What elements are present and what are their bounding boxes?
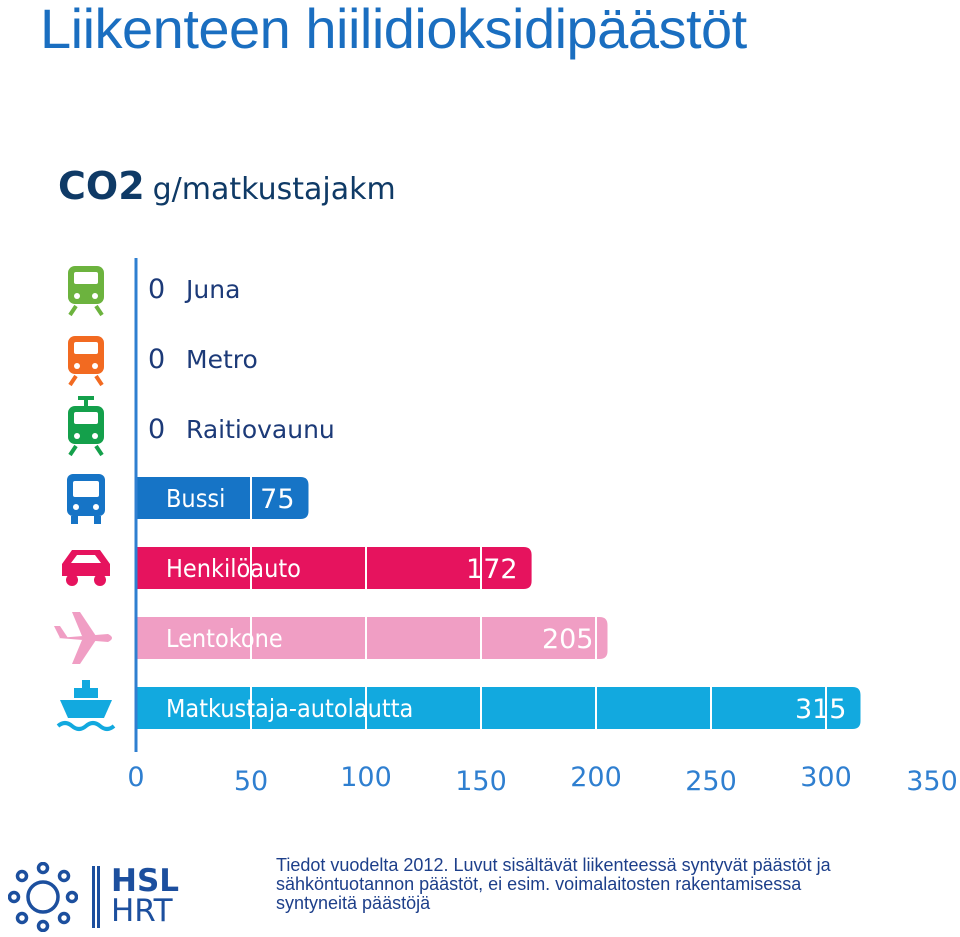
- bar-value-label: 172: [466, 554, 518, 585]
- bar-category-label: Lentokone: [166, 624, 283, 653]
- x-tick-label: 200: [570, 762, 622, 793]
- bar-value-label: 0: [148, 414, 165, 445]
- bar-value-label: 0: [148, 274, 165, 305]
- bar: [136, 687, 861, 729]
- tram-icon: [68, 396, 104, 457]
- hsl-logo-icon: [8, 862, 78, 932]
- bar: [136, 547, 532, 589]
- bar-value-label: 205: [542, 624, 594, 655]
- x-tick-label: 50: [234, 766, 268, 797]
- x-tick-label: 300: [800, 762, 852, 793]
- x-tick-label: 100: [340, 762, 392, 793]
- chart-subtitle: CO2 g/matkustajakm: [58, 164, 396, 208]
- bar-group: Bussi 75: [136, 477, 309, 519]
- bar-group: Henkilöauto 172: [136, 547, 532, 589]
- logo-hrt: HRT: [111, 893, 173, 929]
- bars-layer: 0 Juna 0 Metro 0 Raitiovaunu Bussi 75 Henkilöaut…: [136, 274, 861, 729]
- bar: [136, 477, 309, 519]
- car-icon: [62, 550, 110, 586]
- ferry-icon: [56, 680, 116, 731]
- x-tick-label: 350: [906, 766, 958, 797]
- subtitle-co2: CO2: [58, 164, 145, 208]
- x-tick-label: 150: [455, 766, 507, 797]
- x-tick-label: 0: [127, 762, 144, 793]
- bar-category-label: Matkustaja-autolautta: [166, 694, 413, 723]
- bar-category-label: Juna: [184, 275, 240, 304]
- bar-value-label: 0: [148, 344, 165, 375]
- train-icon: [68, 266, 104, 317]
- logo-hsl: HSL: [111, 863, 180, 899]
- page-title: Liikenteen hiilidioksidipäästöt: [40, 0, 747, 60]
- bar-chart: 0 Juna 0 Metro 0 Raitiovaunu Bussi 75 Henkilöaut…: [54, 258, 958, 797]
- footnote: Tiedot vuodelta 2012. Luvut sisältävät l…: [276, 855, 831, 913]
- bar-value-label: 315: [795, 694, 847, 725]
- icons-layer: [54, 266, 116, 731]
- x-tick-label: 250: [685, 766, 737, 797]
- bar-category-label: Raitiovaunu: [186, 415, 335, 444]
- bar-category-label: Metro: [186, 345, 258, 374]
- x-axis-ticks: 0 50 100 150 200 250 300 350: [127, 762, 957, 797]
- metro-icon: [68, 336, 104, 387]
- bar-category-label: Henkilöauto: [166, 554, 301, 583]
- airplane-icon: [54, 612, 112, 664]
- bar: [136, 617, 608, 659]
- subtitle-unit: g/matkustajakm: [152, 172, 396, 207]
- logo-divider: [92, 866, 100, 928]
- bar-category-label: Bussi: [166, 484, 225, 513]
- bar-value-label: 75: [260, 484, 294, 515]
- bus-icon: [67, 474, 105, 524]
- hsl-logo-text: HSL HRT: [111, 863, 180, 929]
- bar-group: Lentokone 205: [136, 617, 608, 659]
- bar-group: Matkustaja-autolautta 315: [136, 687, 861, 729]
